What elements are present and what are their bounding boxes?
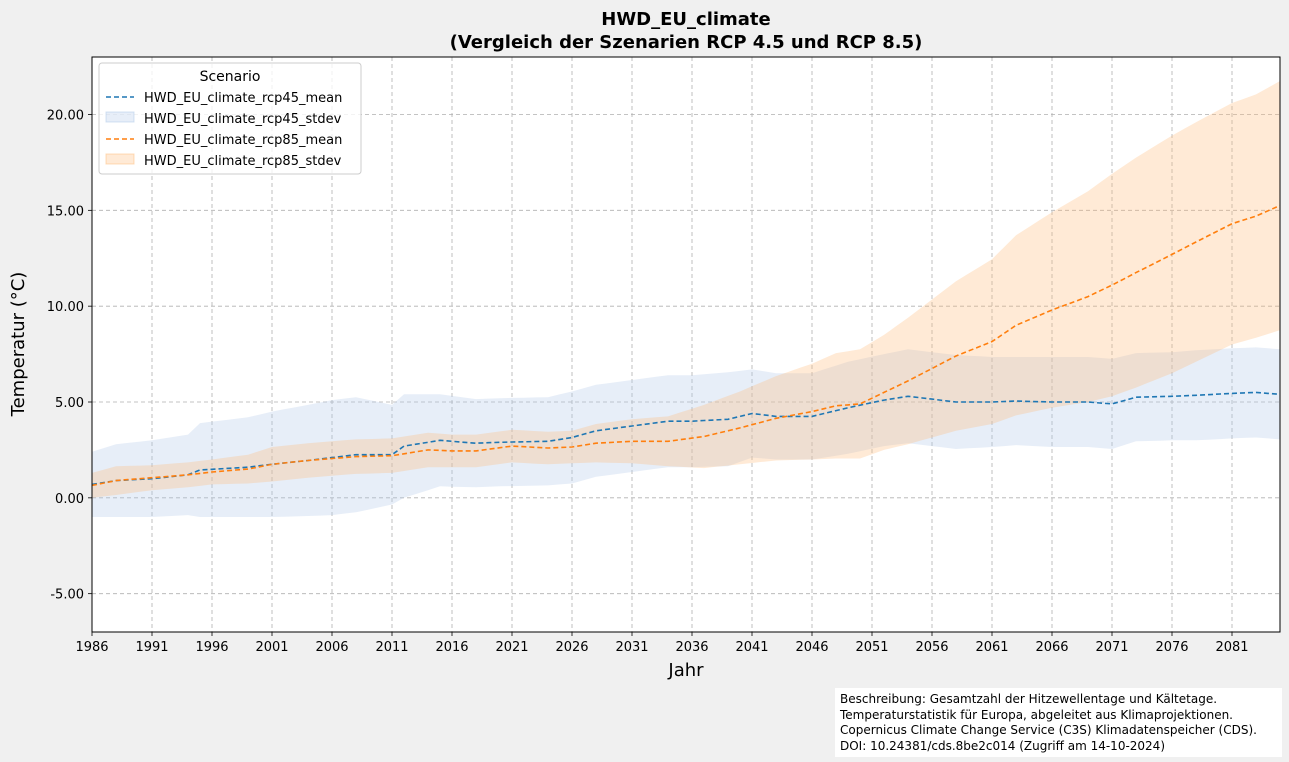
y-tick-label: 0.00: [55, 492, 84, 507]
y-tick-label: 10.00: [47, 300, 84, 315]
x-axis-label: Jahr: [667, 660, 704, 681]
description-box: Beschreibung: Gesamtzahl der Hitzewellen…: [835, 688, 1282, 757]
x-tick-label: 2001: [255, 640, 288, 655]
description-line: Temperaturstatistik für Europa, abgeleit…: [840, 707, 1233, 722]
stdev-band-rcp85: [92, 81, 1280, 498]
legend-label-rcp85-stdev: HWD_EU_climate_rcp85_stdev: [144, 154, 342, 169]
y-tick-label: 20.00: [47, 109, 84, 124]
y-axis-ticks: -5.00 0.00 5.00 10.00 15.00 20.00: [47, 109, 92, 603]
x-tick-label: 2051: [855, 640, 888, 655]
stdev-band-rcp45: [92, 347, 1280, 517]
y-tick-label: 15.00: [47, 204, 84, 219]
legend-label-rcp45-stdev: HWD_EU_climate_rcp45_stdev: [144, 112, 342, 127]
y-tick-label: 5.00: [55, 396, 84, 411]
x-tick-label: 2016: [435, 640, 468, 655]
description-line: Beschreibung: Gesamtzahl der Hitzewellen…: [840, 692, 1218, 706]
x-tick-label: 2006: [315, 640, 348, 655]
legend-label-rcp45-mean: HWD_EU_climate_rcp45_mean: [144, 91, 342, 106]
description-line: Copernicus Climate Change Service (C3S) …: [840, 723, 1257, 737]
chart-title: HWD_EU_climate: [601, 9, 771, 30]
mean-lines: [91, 204, 1281, 487]
plot-frame: [91, 56, 1281, 633]
x-tick-label: 2036: [675, 640, 708, 655]
legend-swatch-rcp45-stdev: [105, 111, 135, 123]
legend: Scenario HWD_EU_climate_rcp45_mean HWD_E…: [98, 62, 362, 175]
x-tick-label: 2076: [1155, 640, 1188, 655]
chart-subtitle: (Vergleich der Szenarien RCP 4.5 und RCP…: [450, 32, 923, 53]
y-tick-label: -5.00: [50, 588, 84, 603]
x-tick-label: 2021: [495, 640, 528, 655]
legend-swatch-rcp85-stdev: [105, 153, 135, 165]
legend-label-rcp85-mean: HWD_EU_climate_rcp85_mean: [144, 133, 342, 148]
x-tick-label: 1996: [195, 640, 228, 655]
x-tick-label: 2081: [1215, 640, 1248, 655]
x-tick-label: 2041: [735, 640, 768, 655]
x-tick-label: 2026: [555, 640, 588, 655]
x-tick-label: 1986: [75, 640, 108, 655]
x-tick-label: 2061: [975, 640, 1008, 655]
legend-title: Scenario: [200, 69, 261, 85]
description-line: DOI: 10.24381/cds.8be2c014 (Zugriff am 1…: [840, 738, 1166, 753]
x-axis-ticks: 1986 1991 1996 2001 2006 2011 2016 2021 2026 2031…: [75, 632, 1249, 655]
x-tick-label: 2046: [795, 640, 828, 655]
y-axis-label: Temperatur (°C): [8, 272, 29, 418]
x-tick-label: 2011: [375, 640, 408, 655]
x-tick-label: 2056: [915, 640, 948, 655]
x-tick-label: 2066: [1035, 640, 1068, 655]
mean-line-rcp45: [91, 391, 1281, 486]
x-tick-label: 1991: [135, 640, 168, 655]
x-tick-label: 2031: [615, 640, 648, 655]
stdev-bands: [92, 81, 1280, 517]
legend-box: [98, 62, 362, 175]
x-tick-label: 2071: [1095, 640, 1128, 655]
